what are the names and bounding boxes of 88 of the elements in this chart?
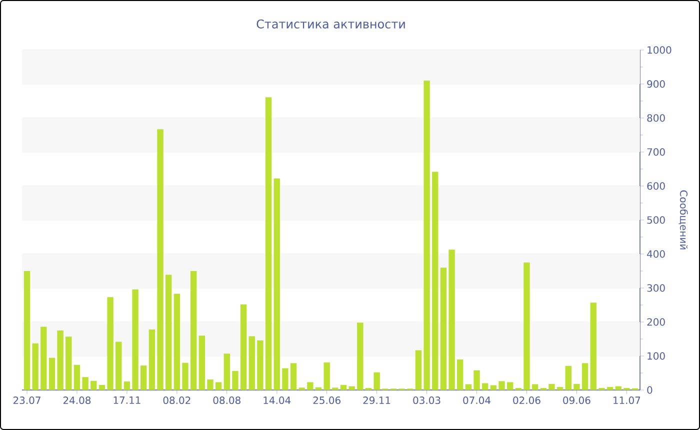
bar (140, 366, 147, 390)
y-tick-label: 900 (647, 80, 665, 88)
bar (240, 304, 247, 390)
bar (224, 354, 230, 390)
x-tick-label: 14.04 (264, 396, 291, 404)
x-tick-label: 07.04 (463, 396, 490, 404)
bar (432, 172, 438, 390)
bar (57, 330, 64, 390)
bar (374, 372, 380, 390)
bar (448, 250, 455, 390)
bar (182, 362, 188, 390)
bar (290, 363, 297, 390)
bar (606, 386, 614, 390)
bar (90, 380, 97, 390)
y-tick-label: 400 (647, 250, 665, 258)
bar (274, 178, 280, 390)
x-tick-label: 23.07 (13, 396, 40, 404)
bar (66, 336, 72, 390)
bar (490, 385, 497, 390)
x-tick-label: 25.06 (313, 396, 340, 404)
x-tick-label: 29.11 (363, 396, 390, 404)
bar (132, 289, 138, 390)
bar (498, 381, 505, 390)
bar (440, 268, 447, 390)
x-tick-label: 11.07 (614, 396, 640, 404)
bar (615, 386, 622, 390)
x-tick-label: 17.11 (114, 396, 140, 404)
bar (465, 384, 472, 390)
bar (24, 271, 30, 390)
bar (324, 362, 330, 390)
bar (165, 274, 172, 390)
bar (257, 340, 264, 390)
bar (190, 271, 197, 390)
bar (116, 342, 122, 390)
bar (265, 97, 272, 390)
bar (74, 364, 80, 390)
bar (582, 363, 588, 390)
bar (82, 377, 88, 390)
y-axis-title: Сообщений (678, 190, 688, 250)
bar (457, 359, 464, 390)
bar (415, 350, 422, 390)
x-tick-label: 03.03 (413, 396, 440, 404)
bar (32, 343, 38, 390)
y-tick-label: 0 (647, 386, 652, 394)
bar (590, 302, 596, 390)
y-tick-label: 500 (647, 216, 665, 224)
x-tick-label: 02.06 (513, 396, 540, 404)
y-tick-label: 800 (647, 114, 665, 122)
bar (532, 384, 538, 390)
x-tick-label: 24.08 (63, 396, 91, 404)
bar (524, 262, 530, 390)
bar (198, 336, 206, 390)
bar (98, 384, 106, 390)
y-tick-label: 600 (647, 182, 665, 190)
bar (556, 386, 564, 390)
bar (340, 384, 347, 390)
bar (148, 329, 156, 390)
bar (40, 326, 47, 390)
bar (574, 384, 580, 390)
y-tick-label: 100 (648, 352, 665, 360)
bar (424, 80, 430, 390)
bar (232, 370, 238, 390)
bar (348, 386, 355, 390)
chart-title: Статистика активности (256, 19, 405, 28)
bar (174, 294, 180, 390)
y-tick-label: 300 (647, 284, 665, 292)
bar (474, 370, 480, 390)
bar (565, 366, 572, 390)
bar (107, 297, 114, 390)
bar (482, 383, 488, 390)
y-tick-label: 700 (647, 148, 665, 156)
bar (282, 368, 288, 390)
bar (215, 382, 222, 390)
bar (315, 387, 322, 390)
bar (48, 358, 56, 390)
bar (307, 382, 314, 390)
bar (207, 379, 214, 390)
bar (548, 384, 555, 390)
bar (157, 129, 164, 390)
bar (357, 322, 364, 390)
bar (506, 382, 514, 390)
x-tick-label: 08.08 (213, 396, 240, 404)
bar (248, 336, 255, 390)
x-tick-label: 09.06 (563, 396, 590, 404)
y-tick-label: 200 (647, 318, 665, 326)
y-tick-label: 1000 (648, 46, 672, 54)
bar (124, 382, 130, 390)
x-tick-label: 08.02 (163, 396, 190, 404)
